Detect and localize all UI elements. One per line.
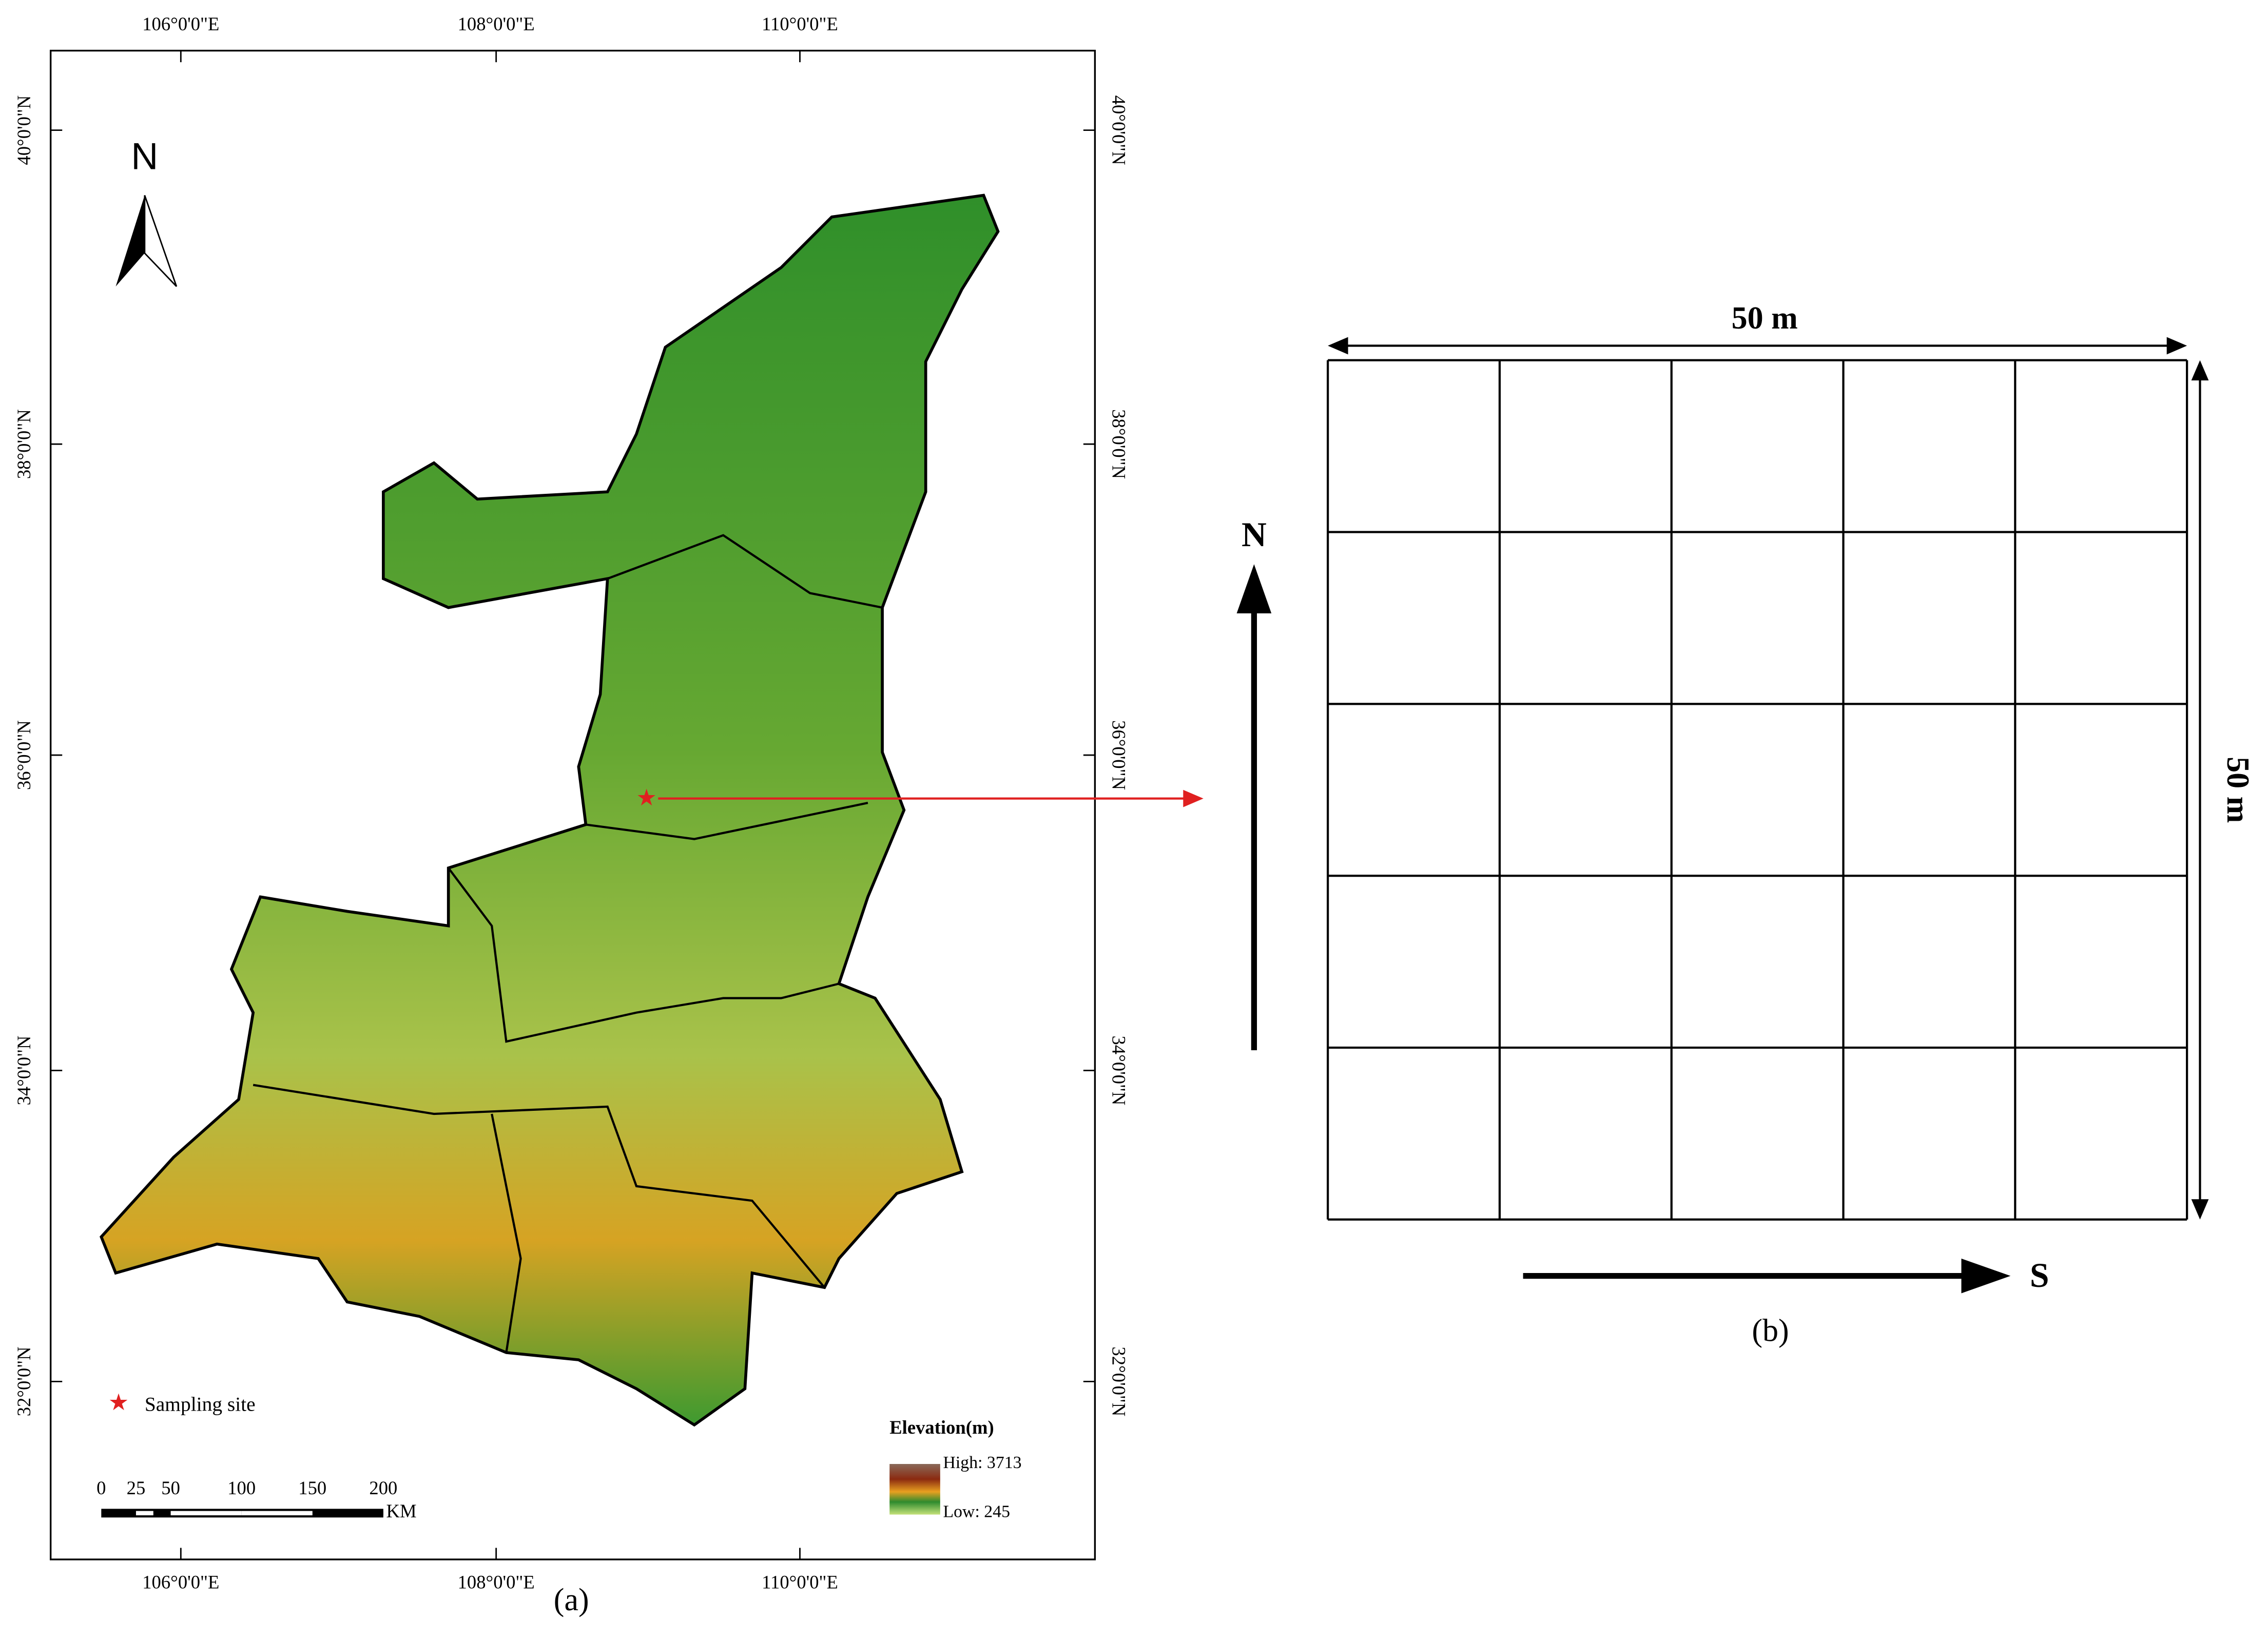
- south-arrow-head: [1961, 1258, 2011, 1294]
- legend-high: High: 3713: [943, 1453, 1022, 1472]
- sampling-star: ★: [636, 785, 657, 811]
- height-arrow-head: [2191, 360, 2209, 381]
- district-borders: [447, 867, 840, 1043]
- scale-unit: KM: [386, 1500, 417, 1521]
- south-label: S: [2030, 1256, 2049, 1295]
- legend-label: Sampling site: [145, 1393, 256, 1415]
- lat-label: 36°0'0"N: [1108, 720, 1129, 790]
- lon-label: 110°0'0"E: [762, 1571, 838, 1592]
- lat-label: 40°0'0"N: [1108, 95, 1129, 165]
- lon-label: 108°0'0"E: [458, 13, 535, 34]
- lon-label: 106°0'0"E: [142, 13, 219, 34]
- scale-label: 0: [96, 1477, 106, 1498]
- scale-label: 25: [127, 1477, 146, 1498]
- width-arrow-head: [1328, 337, 1348, 355]
- study-area: [100, 194, 1000, 1427]
- scale-label: 200: [369, 1477, 397, 1498]
- lat-label: 34°0'0"N: [13, 1036, 34, 1106]
- district-borders: [586, 802, 868, 840]
- legend-low: Low: 245: [943, 1502, 1010, 1521]
- north-label-b: N: [1242, 515, 1267, 554]
- lon-label: 110°0'0"E: [762, 13, 838, 34]
- north-arrow: [115, 195, 145, 286]
- height-arrow-head: [2191, 1199, 2209, 1220]
- elevation-ramp: [889, 1464, 940, 1515]
- scale-bar: [101, 1509, 383, 1518]
- caption: (b): [1752, 1314, 1789, 1348]
- north-arrow-b-head: [1236, 564, 1272, 613]
- width-arrow-head: [2166, 337, 2187, 355]
- lat-label: 40°0'0"N: [13, 95, 34, 165]
- lat-label: 38°0'0"N: [1108, 409, 1129, 479]
- caption: (a): [554, 1583, 589, 1617]
- legend-star: ★: [108, 1390, 129, 1415]
- lon-label: 108°0'0"E: [458, 1571, 535, 1592]
- lat-label: 34°0'0"N: [1108, 1036, 1129, 1106]
- plot-grid: [1327, 359, 2188, 1221]
- width-label: 50 m: [1732, 301, 1798, 336]
- north-label: N: [131, 135, 158, 177]
- map-frame: [49, 49, 1096, 1560]
- lat-label: 38°0'0"N: [13, 409, 34, 479]
- district-borders: [491, 1113, 522, 1353]
- district-borders: [448, 534, 883, 609]
- scale-label: 50: [161, 1477, 180, 1498]
- scale-label: 150: [298, 1477, 326, 1498]
- legend-title: Elevation(m): [889, 1417, 994, 1438]
- link-arrow-head: [1183, 789, 1204, 807]
- height-label: 50 m: [2220, 757, 2255, 823]
- lat-label: 32°0'0"N: [13, 1346, 34, 1416]
- lon-label: 106°0'0"E: [142, 1571, 219, 1592]
- lat-label: 36°0'0"N: [13, 720, 34, 790]
- north-arrow: [144, 195, 178, 287]
- scale-label: 100: [227, 1477, 256, 1498]
- district-borders: [253, 1084, 826, 1288]
- lat-label: 32°0'0"N: [1108, 1346, 1129, 1416]
